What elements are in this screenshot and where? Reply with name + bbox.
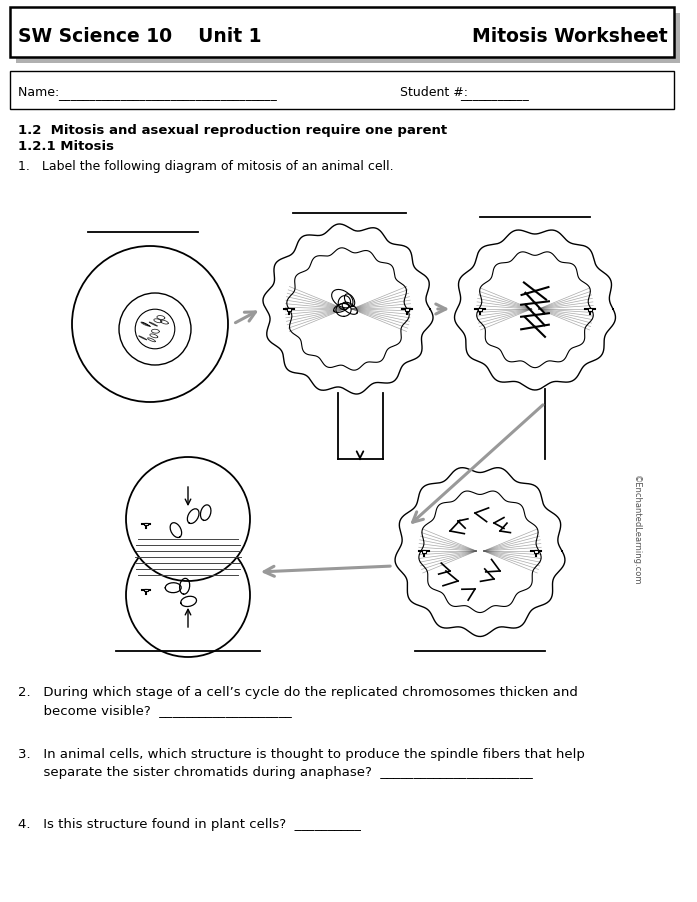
Text: 3.   In animal cells, which structure is thought to produce the spindle fibers t: 3. In animal cells, which structure is t… [18,747,585,760]
FancyBboxPatch shape [534,550,538,553]
FancyBboxPatch shape [144,523,148,526]
FancyBboxPatch shape [405,308,409,311]
Text: become visible?  ____________________: become visible? ____________________ [18,704,292,716]
Text: Mitosis Worksheet: Mitosis Worksheet [473,27,668,46]
FancyBboxPatch shape [287,308,291,311]
Text: 1.   Label the following diagram of mitosis of an animal cell.: 1. Label the following diagram of mitosi… [18,160,394,173]
Text: ©EnchantedLearning.com: ©EnchantedLearning.com [632,474,641,584]
FancyBboxPatch shape [144,589,148,592]
FancyBboxPatch shape [422,550,427,553]
FancyBboxPatch shape [10,72,674,110]
FancyBboxPatch shape [478,308,482,311]
Text: 1.2.1 Mitosis: 1.2.1 Mitosis [18,140,114,152]
Text: ___________: ___________ [460,88,529,101]
Text: 2.   During which stage of a cell’s cycle do the replicated chromosomes thicken : 2. During which stage of a cell’s cycle … [18,686,578,698]
Circle shape [126,457,250,582]
Text: 1.2  Mitosis and asexual reproduction require one parent: 1.2 Mitosis and asexual reproduction req… [18,124,447,137]
Circle shape [126,533,250,658]
Text: ___________________________________: ___________________________________ [58,88,277,101]
Text: separate the sister chromatids during anaphase?  _______________________: separate the sister chromatids during an… [18,765,533,778]
Text: Name:: Name: [18,87,63,99]
FancyBboxPatch shape [10,8,674,58]
Text: Student #:: Student #: [400,87,472,99]
Text: 4.   Is this structure found in plant cells?  __________: 4. Is this structure found in plant cell… [18,817,361,830]
FancyBboxPatch shape [588,308,592,311]
FancyBboxPatch shape [16,14,680,64]
Text: SW Science 10    Unit 1: SW Science 10 Unit 1 [18,27,261,46]
